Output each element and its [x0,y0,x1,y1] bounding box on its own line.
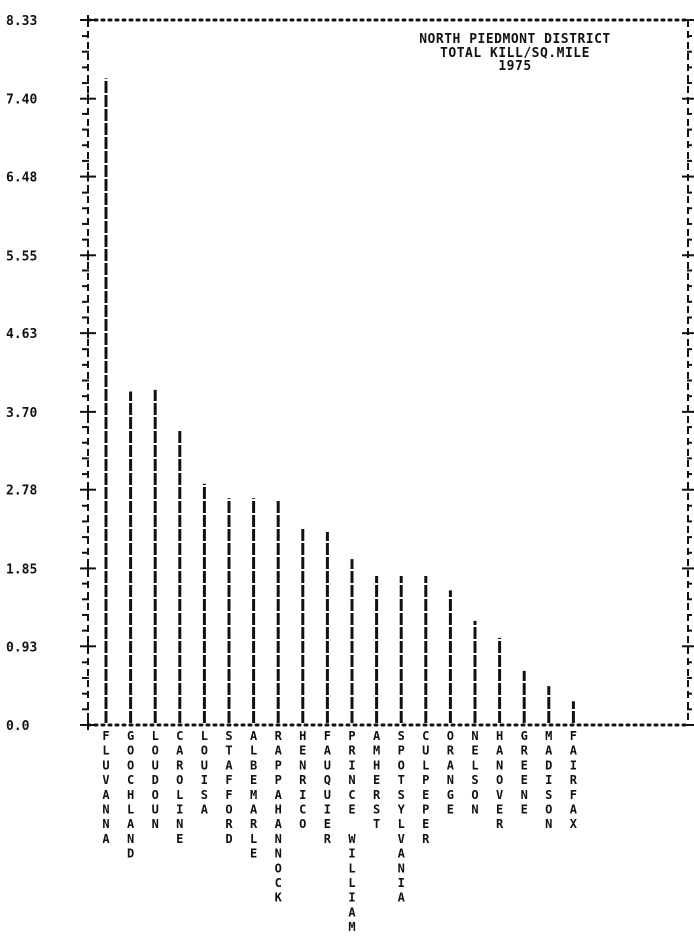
x-axis-labels: F L U V A N N A G O O C H L A N D L O U D O U N C A R O L I N E L O U I S A S T… [102,729,577,934]
y-tick-label: 0.93 [6,640,37,655]
y-tick-label: 0.0 [6,719,30,734]
y-tick-label: 6.48 [6,171,37,186]
y-tick-label: 7.40 [6,93,37,108]
plot-frame [86,18,690,727]
y-tick-label: 3.70 [6,406,37,421]
bars [104,78,575,723]
y-tick-label: 4.63 [6,327,37,342]
y-tick-label: 2.78 [6,484,37,499]
y-axis: 0.0 0.93 1.85 2.78 3.70 4.63 5.55 6.48 7.40 8.33 [6,14,694,734]
y-tick-label: 8.33 [6,14,37,29]
y-tick-label: 1.85 [6,562,37,577]
chart-title-line: 1975 [498,59,531,74]
chart-title-line: TOTAL KILL/SQ.MILE [440,46,590,61]
y-tick-label: 5.55 [6,249,37,264]
chart-title-line: NORTH PIEDMONT DISTRICT [419,32,611,47]
